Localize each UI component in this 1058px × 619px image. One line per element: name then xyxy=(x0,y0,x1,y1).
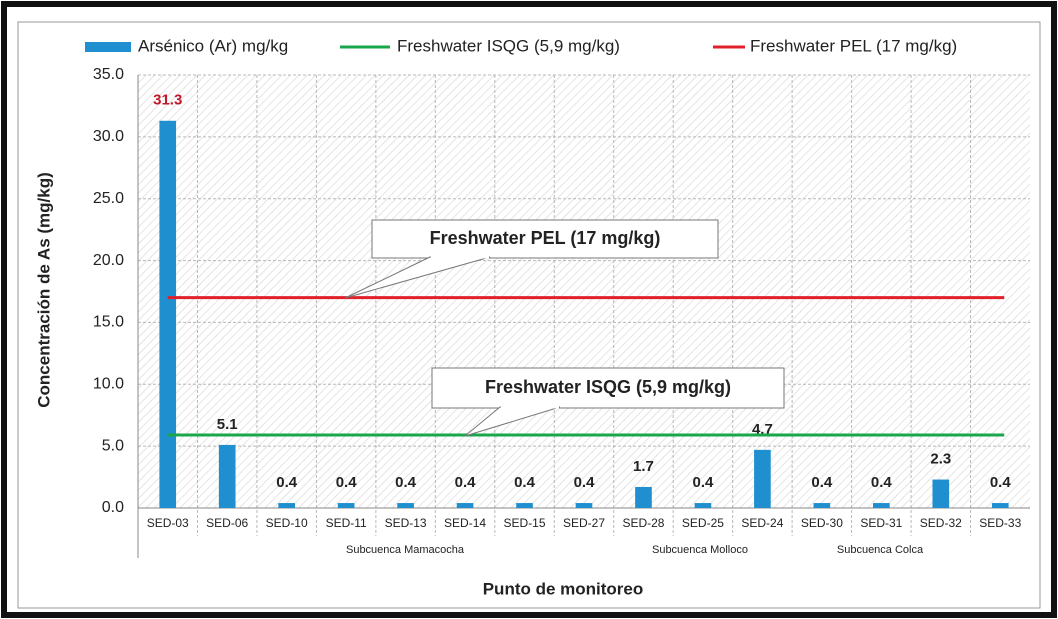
group-label: Subcuenca Mamacocha xyxy=(346,544,465,556)
y-tick-label: 30.0 xyxy=(93,128,124,145)
data-label: 5.1 xyxy=(217,416,238,433)
bar xyxy=(813,503,831,508)
bar xyxy=(218,444,236,508)
bar xyxy=(159,120,177,508)
data-label: 1.7 xyxy=(633,458,654,475)
x-tick-label: SED-14 xyxy=(444,516,486,530)
data-label: 0.4 xyxy=(871,474,893,491)
legend-swatch xyxy=(85,42,131,52)
y-tick-label: 25.0 xyxy=(93,190,124,207)
callout-box xyxy=(371,219,719,259)
inner-frame xyxy=(17,21,1041,609)
y-tick-label: 35.0 xyxy=(93,66,124,83)
data-label: 0.4 xyxy=(455,474,477,491)
plot-area xyxy=(138,75,1030,508)
data-label: 0.4 xyxy=(574,474,596,491)
bar xyxy=(278,503,295,508)
bar xyxy=(694,503,712,508)
x-tick-label: SED-13 xyxy=(385,516,427,530)
x-tick-label: SED-25 xyxy=(682,516,724,530)
bar xyxy=(456,503,474,508)
x-tick-label: SED-28 xyxy=(622,516,664,530)
data-label: 0.4 xyxy=(336,474,358,491)
data-label: 0.4 xyxy=(990,474,1012,491)
y-axis-title: Concentración de As (mg/kg) xyxy=(34,172,53,408)
data-label: 0.4 xyxy=(514,474,536,491)
bar xyxy=(516,503,533,508)
bar xyxy=(337,503,355,508)
x-tick-label: SED-30 xyxy=(801,516,843,530)
data-label: 0.4 xyxy=(276,474,298,491)
bar xyxy=(397,503,414,508)
x-tick-label: SED-24 xyxy=(741,516,783,530)
x-tick-label: SED-03 xyxy=(147,516,189,530)
x-tick-label: SED-31 xyxy=(860,516,902,530)
group-label: Subcuenca Molloco xyxy=(652,544,748,556)
group-label: Subcuenca Colca xyxy=(837,544,924,556)
bar xyxy=(932,479,950,508)
y-tick-label: 15.0 xyxy=(93,314,124,331)
data-label: 31.3 xyxy=(153,92,182,109)
y-tick-label: 5.0 xyxy=(102,437,124,454)
bar xyxy=(754,449,771,508)
x-tick-label: SED-10 xyxy=(266,516,308,530)
annotation: Freshwater PEL (17 mg/kg) xyxy=(430,228,661,248)
y-tick-label: 10.0 xyxy=(93,376,124,393)
bar xyxy=(575,503,593,508)
annotation: Freshwater ISQG (5,9 mg/kg) xyxy=(485,377,731,397)
y-tick-label: 0.0 xyxy=(102,499,124,516)
data-label: 2.3 xyxy=(930,451,951,468)
x-tick-label: SED-27 xyxy=(563,516,605,530)
legend-label: Arsénico (Ar) mg/kg xyxy=(138,36,288,55)
y-tick-label: 20.0 xyxy=(93,252,124,269)
callout-box xyxy=(431,367,785,409)
data-label: 0.4 xyxy=(395,474,417,491)
x-tick-label: SED-06 xyxy=(206,516,248,530)
x-tick-label: SED-15 xyxy=(504,516,546,530)
bar xyxy=(873,503,890,508)
data-label: 0.4 xyxy=(811,474,833,491)
x-tick-label: SED-11 xyxy=(326,516,367,530)
legend-label: Freshwater ISQG (5,9 mg/kg) xyxy=(397,36,620,55)
data-label: 0.4 xyxy=(693,474,715,491)
bar xyxy=(991,503,1009,508)
x-tick-label: SED-32 xyxy=(920,516,962,530)
bar xyxy=(635,486,652,508)
x-axis-title: Punto de monitoreo xyxy=(483,579,644,598)
legend-label: Freshwater PEL (17 mg/kg) xyxy=(750,36,957,55)
x-tick-label: SED-33 xyxy=(979,516,1021,530)
